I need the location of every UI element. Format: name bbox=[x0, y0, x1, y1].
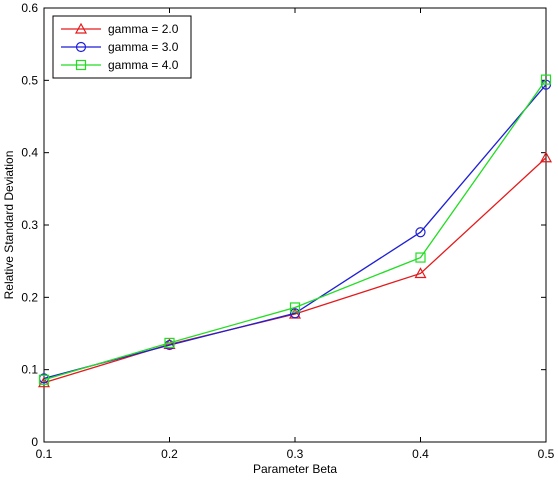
legend-label: gamma = 3.0 bbox=[108, 40, 179, 54]
y-tick-label: 0 bbox=[31, 435, 38, 449]
y-tick-label: 0.2 bbox=[21, 290, 38, 304]
data-point-circle bbox=[415, 227, 426, 238]
data-point-triangle bbox=[414, 267, 427, 279]
series-3 bbox=[38, 74, 552, 385]
legend-item: gamma = 4.0 bbox=[61, 58, 179, 72]
legend-label: gamma = 4.0 bbox=[108, 58, 179, 72]
series-line bbox=[43, 79, 547, 381]
x-axis: 0.1 0.2 0.3 0.4 0.5 bbox=[36, 8, 555, 461]
x-tick-label: 0.1 bbox=[36, 447, 53, 461]
x-axis-label: Parameter Beta bbox=[253, 462, 337, 476]
data-point-square bbox=[289, 302, 301, 313]
x-tick-label: 0.3 bbox=[287, 447, 304, 461]
y-tick-label: 0.1 bbox=[21, 363, 38, 377]
x-tick-label: 0.5 bbox=[538, 447, 555, 461]
y-tick-label: 0.5 bbox=[21, 73, 38, 87]
legend-item: gamma = 2.0 bbox=[61, 22, 179, 36]
data-point-square bbox=[540, 74, 552, 85]
legend: gamma = 2.0 gamma = 3.0 gamma = 4.0 bbox=[52, 15, 192, 79]
data-point-square bbox=[164, 337, 175, 349]
y-axis: 0 0.1 0.2 0.3 0.4 0.5 0.6 bbox=[21, 1, 546, 449]
legend-marker bbox=[75, 41, 87, 53]
series-1 bbox=[37, 151, 553, 388]
legend-item: gamma = 3.0 bbox=[61, 40, 179, 54]
y-tick-label: 0.3 bbox=[21, 218, 38, 232]
x-tick-label: 0.2 bbox=[161, 447, 178, 461]
legend-marker bbox=[75, 59, 87, 71]
data-point-triangle bbox=[539, 151, 553, 163]
legend-label: gamma = 2.0 bbox=[108, 22, 179, 36]
series-2 bbox=[38, 79, 552, 384]
series-layer bbox=[37, 74, 553, 388]
y-tick-label: 0.4 bbox=[21, 146, 38, 160]
y-tick-label: 0.6 bbox=[21, 1, 38, 15]
data-point-square bbox=[415, 252, 426, 263]
y-axis-label: Relative Standard Deviation bbox=[2, 151, 16, 300]
series-line bbox=[43, 157, 547, 384]
data-point-circle bbox=[289, 308, 301, 319]
data-point-square bbox=[38, 374, 50, 385]
series-line bbox=[43, 84, 547, 379]
x-tick-label: 0.4 bbox=[412, 447, 429, 461]
legend-marker bbox=[74, 22, 88, 34]
